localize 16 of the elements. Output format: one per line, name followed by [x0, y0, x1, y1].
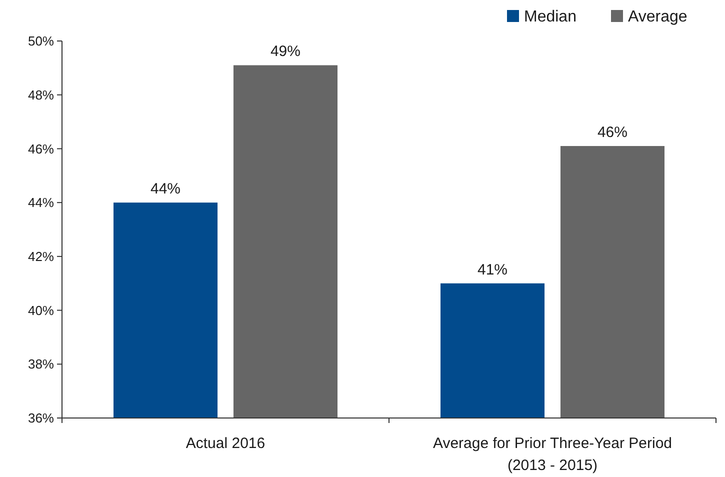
y-tick-label: 46%: [28, 141, 54, 156]
y-tick-label: 40%: [28, 302, 54, 318]
data-label: 46%: [597, 124, 628, 142]
y-tick-label: 38%: [28, 356, 54, 372]
data-label: 41%: [477, 261, 508, 278]
y-tick-label: 50%: [28, 34, 54, 49]
x-tick-label: Actual 2016: [186, 435, 266, 452]
y-tick-label: 42%: [28, 248, 54, 264]
y-tick-label: 44%: [28, 195, 54, 210]
legend-label: Median: [524, 8, 576, 26]
y-tick-label: 36%: [28, 410, 54, 426]
y-tick-label: 48%: [28, 87, 54, 102]
data-label: 44%: [150, 180, 181, 198]
x-tick-label: Average for Prior Three-Year Period (2013 - 2015): [432, 435, 672, 474]
legend-label: Average: [628, 8, 688, 26]
data-label: 49%: [270, 43, 301, 60]
